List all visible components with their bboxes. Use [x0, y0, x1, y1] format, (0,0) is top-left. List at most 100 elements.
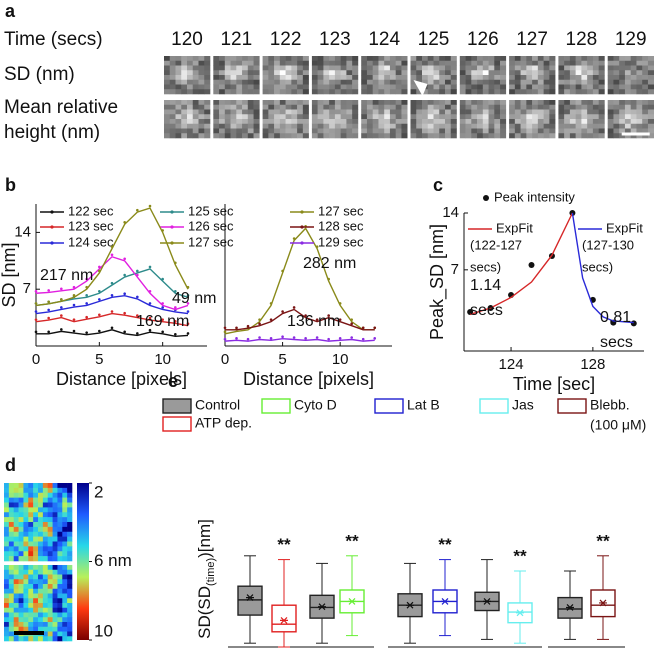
x-axis-label: Time [sec] [513, 374, 595, 394]
pixel [459, 119, 466, 125]
heatmap-cell [38, 617, 44, 623]
pixel [642, 70, 649, 76]
y-axis-label-part: SD(SD [195, 586, 214, 639]
heatmap-cell [13, 636, 19, 642]
pixel [323, 100, 330, 106]
pixel [624, 65, 631, 71]
heatmap-cell [62, 636, 68, 642]
pixel [450, 114, 457, 120]
pixel [279, 128, 286, 134]
pixel [181, 56, 188, 62]
pixel [247, 89, 254, 95]
pixel [433, 56, 440, 62]
heatmap-cell [47, 522, 53, 528]
y-tick-label: 14 [442, 204, 459, 221]
legend-marker [170, 225, 174, 229]
heatmap-cell [47, 588, 53, 594]
pixel [372, 70, 379, 76]
pixel [346, 109, 353, 115]
pixel [181, 60, 188, 66]
pixel [334, 56, 341, 62]
pixel [291, 79, 298, 85]
pixel [268, 89, 275, 95]
pixel [361, 89, 368, 95]
pixel [630, 133, 637, 139]
pixel [439, 70, 446, 76]
heatmap-cell [4, 492, 10, 498]
pixel [401, 109, 408, 115]
pixel [169, 119, 176, 125]
pixel [230, 56, 237, 62]
pixel [465, 84, 472, 90]
pixel [262, 65, 269, 71]
data-point [186, 322, 190, 326]
heatmap-cell [52, 588, 58, 594]
pixel [291, 100, 298, 106]
pixel [389, 133, 396, 139]
pixel [291, 114, 298, 120]
pixel [427, 56, 434, 62]
pixel [422, 104, 429, 110]
pixel [279, 56, 286, 62]
pixel [378, 133, 385, 139]
data-point [98, 329, 101, 333]
data-line [35, 255, 189, 311]
pixel [372, 133, 379, 139]
heatmap-cell [18, 598, 24, 604]
pixel [575, 84, 582, 90]
pixel [253, 119, 260, 125]
pixel [410, 84, 417, 90]
data-point [47, 300, 50, 304]
pixel [647, 65, 654, 71]
pixel [488, 56, 495, 62]
pixel [198, 60, 205, 66]
heatmap-cell [13, 569, 19, 575]
pixel [378, 84, 385, 90]
heatmap-cell [38, 556, 44, 562]
pixel [416, 119, 423, 125]
heatmap-cell [47, 487, 53, 494]
pixel [164, 70, 171, 76]
pixel [268, 128, 275, 134]
pixel [564, 89, 571, 95]
time-label: 129 [615, 29, 647, 50]
pixel [477, 114, 484, 120]
legend-marker [170, 210, 174, 214]
pixel [439, 114, 446, 120]
pixel [242, 60, 249, 66]
x-axis-label: Distance [pixels] [243, 369, 374, 389]
heatmap-cell [62, 522, 68, 528]
pixel [291, 60, 298, 66]
pixel [253, 84, 260, 90]
pixel [285, 123, 292, 129]
heatmap-cell [4, 526, 10, 533]
pixel [422, 100, 429, 106]
pixel [334, 75, 341, 81]
pixel [346, 100, 353, 106]
pixel [164, 133, 171, 139]
heatmap-cell [47, 546, 53, 552]
heatmap-cell [62, 603, 68, 609]
pixel [636, 114, 643, 120]
heatmap-cell [67, 603, 73, 609]
pixel [537, 100, 544, 106]
pixel [477, 109, 484, 115]
pixel [268, 65, 275, 71]
data-point [528, 261, 535, 268]
pixel [242, 84, 249, 90]
annotation: secs [600, 334, 633, 351]
pixel [647, 114, 654, 120]
pixel [236, 60, 243, 66]
heatmap-cell [8, 593, 15, 599]
heatmap-cell [28, 579, 34, 585]
pixel [192, 128, 199, 134]
pixel [494, 89, 501, 95]
pixel [329, 109, 336, 115]
pixel [198, 89, 205, 95]
pixel [509, 56, 516, 62]
pixel [488, 109, 495, 115]
heatmap-cell [42, 565, 49, 571]
heatmap-cell [18, 636, 24, 642]
pixel [488, 123, 495, 129]
data-point [98, 289, 101, 293]
